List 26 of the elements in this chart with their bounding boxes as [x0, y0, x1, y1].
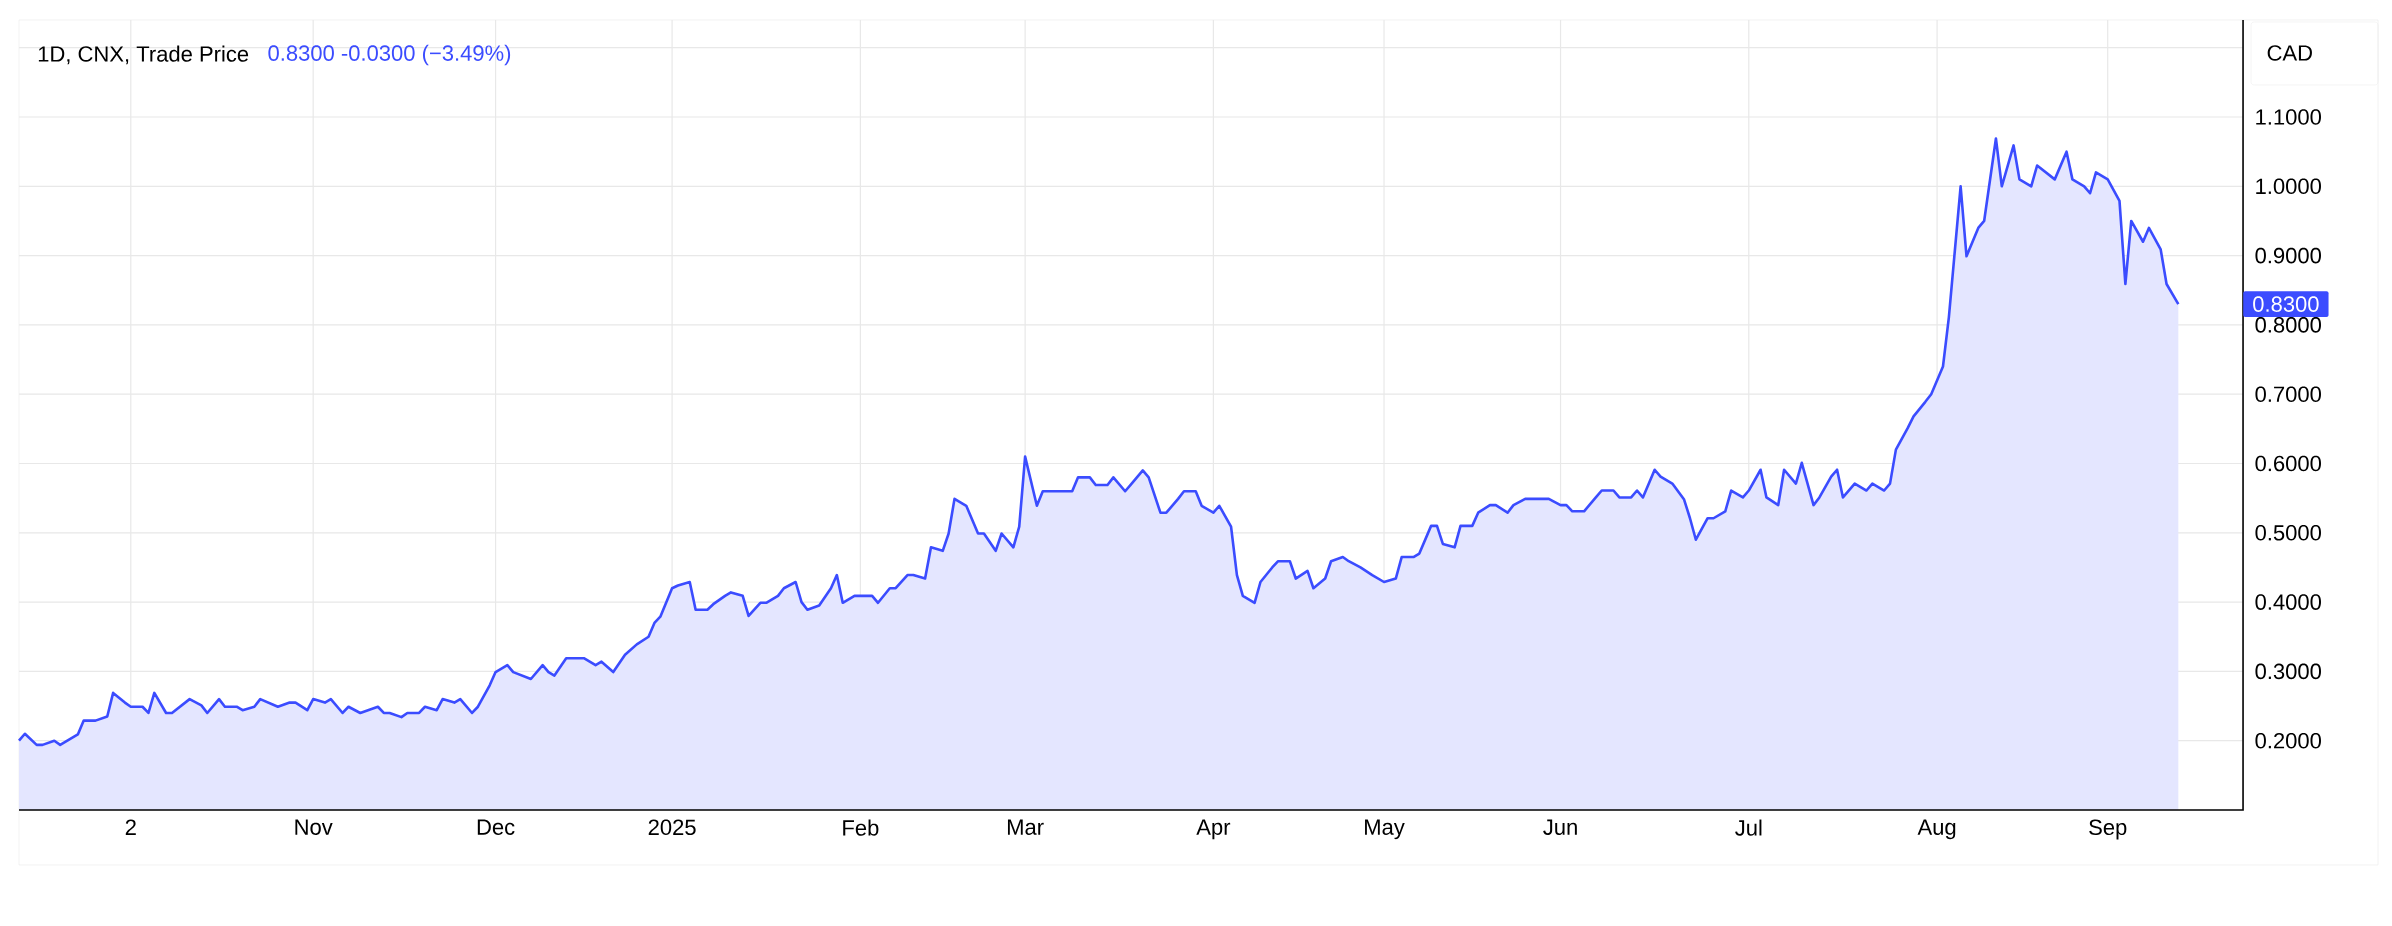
y-tick-label: 1.0000 — [2256, 178, 2321, 195]
y-tick-label: 0.6000 — [2255, 455, 2321, 472]
y-tick-label: 0.4000 — [2255, 594, 2321, 610]
y-tick-label: 0.9000 — [2255, 247, 2321, 264]
x-tick-label: Jun — [1543, 819, 1577, 835]
x-tick-label: 2025 — [648, 819, 696, 836]
y-tick-label: 0.3000 — [2255, 663, 2321, 680]
y-tick-label: 0.2000 — [2255, 732, 2321, 749]
y-tick-label: 0.7000 — [2255, 386, 2321, 402]
x-tick-label: Jul — [1735, 819, 1762, 836]
text: CAD — [2267, 45, 2312, 61]
x-tick-label: Sep — [2089, 819, 2127, 840]
y-tick-label: 0.8000 — [2255, 317, 2321, 333]
x-tick-label: Nov — [295, 819, 333, 835]
x-tick-label: Apr — [1196, 819, 1231, 840]
text: 0.8300 — [2253, 296, 2319, 312]
x-tick-label: Mar — [1007, 819, 1044, 835]
text: 0.8300 -0.0300 (−3.49%) — [268, 44, 511, 66]
y-tick-label: 1.1000 — [2256, 109, 2321, 125]
text: 1D, CNX, Trade Price — [38, 45, 249, 65]
x-tick-label: Dec — [477, 819, 515, 835]
y-tick-label: 0.5000 — [2255, 525, 2321, 541]
x-tick-label: 2 — [125, 819, 136, 835]
x-tick-label: Aug — [1917, 819, 1956, 840]
x-tick-label: May — [1365, 819, 1405, 840]
x-tick-label: Feb — [843, 819, 879, 836]
